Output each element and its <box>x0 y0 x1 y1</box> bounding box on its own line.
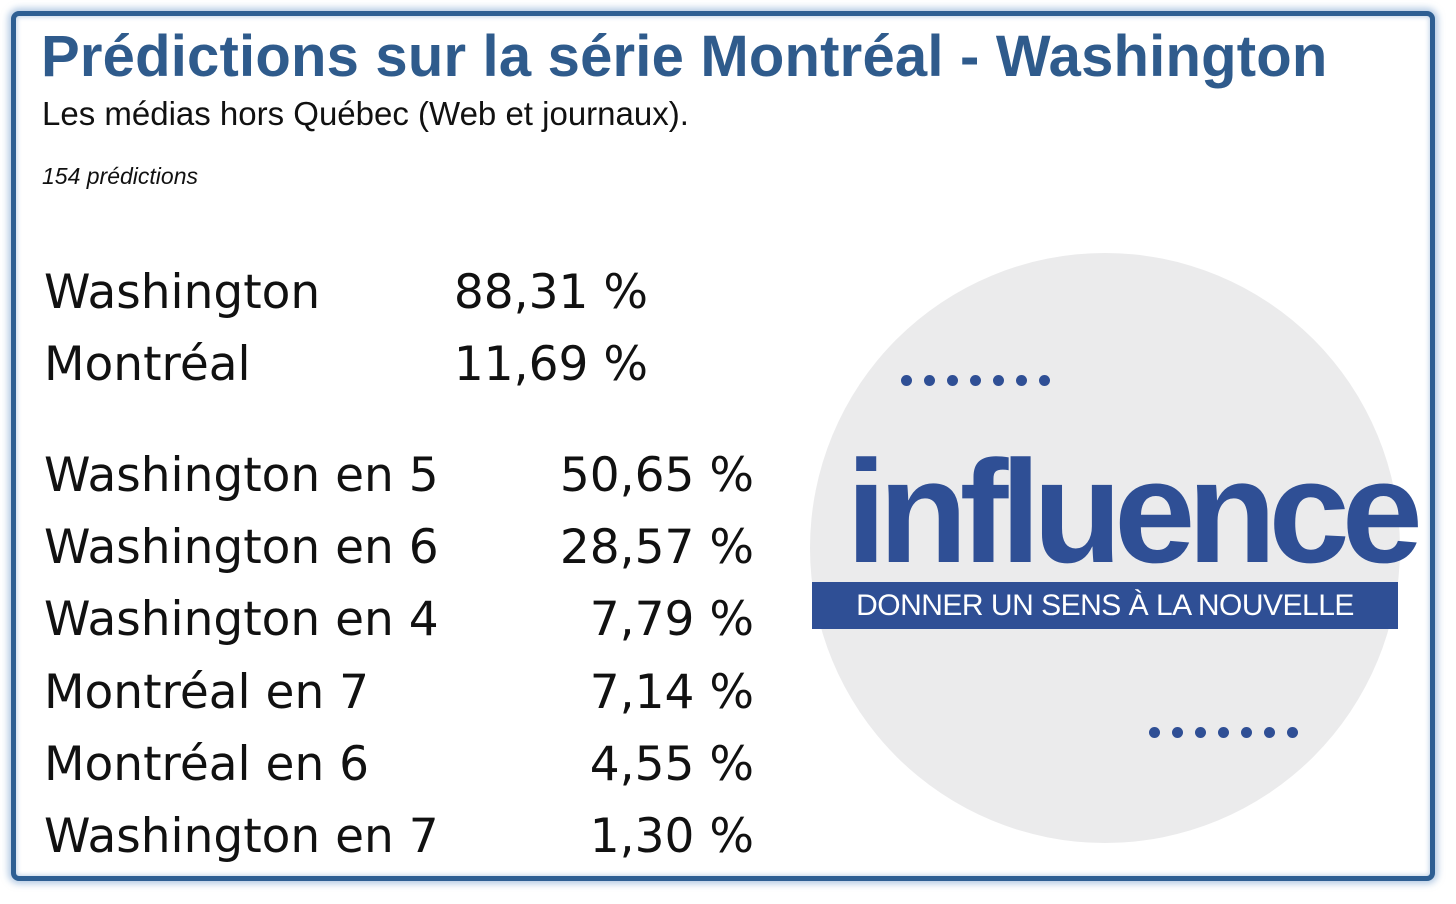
outcome-label: Washington en 4 <box>44 592 439 647</box>
logo-circle-background <box>810 253 1400 843</box>
percentage-value: 7,14 % <box>589 665 754 720</box>
percentage-value: 4,55 % <box>589 737 754 792</box>
page-title: Prédictions sur la série Montréal - Wash… <box>41 24 1328 89</box>
logo-tagline-banner: DONNER UN SENS À LA NOUVELLE <box>812 582 1398 629</box>
percentage-value: 7,79 % <box>589 592 754 647</box>
prediction-count: 154 prédictions <box>42 163 198 189</box>
team-label: Montréal <box>44 337 251 392</box>
subtitle: Les médias hors Québec (Web et journaux)… <box>42 95 689 132</box>
outcome-label: Montréal en 7 <box>44 665 370 720</box>
percentage-value: 1,30 % <box>589 809 754 864</box>
team-label: Washington <box>44 265 321 320</box>
percentage-value: 88,31 % <box>453 265 648 320</box>
outcome-label: Montréal en 6 <box>44 737 370 792</box>
percentage-value: 28,57 % <box>559 520 754 575</box>
outcome-label: Washington en 7 <box>44 809 439 864</box>
logo-wordmark: influence <box>846 430 1423 593</box>
percentage-value: 50,65 % <box>559 448 754 503</box>
outcome-label: Washington en 5 <box>44 448 439 503</box>
percentage-value: 11,69 % <box>453 337 648 392</box>
outcome-label: Washington en 6 <box>44 520 439 575</box>
